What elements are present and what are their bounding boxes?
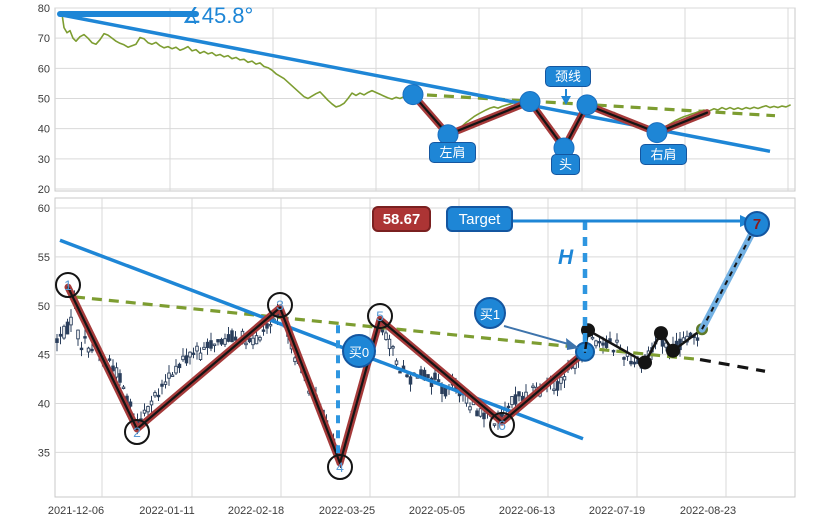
svg-text:80: 80 [38, 3, 50, 15]
buy1-arrow [503, 325, 573, 346]
svg-text:60: 60 [38, 63, 50, 75]
neckline-dash [409, 92, 776, 118]
svg-text:2022-07-19: 2022-07-19 [589, 505, 645, 517]
buy1-badge[interactable]: 买1 [474, 297, 506, 329]
pivot-marker [576, 94, 598, 116]
svg-text:50: 50 [38, 301, 50, 313]
svg-text:30: 30 [38, 154, 50, 166]
wave-number-5: 5 [367, 303, 393, 329]
svg-text:50: 50 [38, 94, 50, 106]
wave-number-3: 3 [267, 292, 293, 318]
pivot-marker [646, 122, 668, 144]
height-label: H [558, 246, 574, 269]
svg-text:40: 40 [38, 124, 50, 136]
wave-number-1: 1 [55, 272, 81, 298]
price-line [61, 13, 791, 149]
pivot-marker [519, 91, 541, 113]
svg-text:55: 55 [38, 252, 50, 264]
angle-label: ∡45.8° [182, 3, 254, 28]
svg-text:70: 70 [38, 33, 50, 45]
svg-text:2022-01-11: 2022-01-11 [139, 505, 194, 517]
svg-text:45: 45 [38, 350, 50, 362]
svg-text:2022-03-25: 2022-03-25 [319, 505, 375, 517]
head-label[interactable]: 头 [551, 154, 580, 175]
top-panel [57, 11, 791, 159]
svg-text:2022-05-05: 2022-05-05 [409, 505, 465, 517]
target-value-badge[interactable]: 58.67 [372, 206, 431, 232]
neckline-label[interactable]: 颈线 [545, 66, 591, 87]
svg-text:60: 60 [38, 203, 50, 215]
svg-text:20: 20 [38, 184, 50, 196]
down-trendline-bottom[interactable] [59, 238, 584, 441]
svg-text:40: 40 [38, 399, 50, 411]
target-projection-line [698, 220, 761, 333]
left-shoulder-label[interactable]: 左肩 [429, 142, 476, 163]
wave-number-6: 6 [489, 412, 515, 438]
wave-number-7: 7 [744, 211, 770, 237]
svg-text:2022-08-23: 2022-08-23 [680, 505, 736, 517]
pivot-dot [666, 343, 680, 358]
wave-number-4: 4 [327, 454, 353, 480]
right-shoulder-label[interactable]: 右肩 [640, 144, 687, 165]
bottom-panel-overlays [59, 215, 766, 467]
projection-dash [699, 357, 766, 373]
svg-text:2022-02-18: 2022-02-18 [228, 505, 284, 517]
target-badge[interactable]: Target [446, 206, 513, 232]
svg-text:2021-12-06: 2021-12-06 [48, 505, 104, 517]
pivot-dot [638, 355, 652, 370]
svg-text:2022-06-13: 2022-06-13 [499, 505, 555, 517]
pivot-dot [654, 326, 668, 341]
wave-number-2: 2 [124, 419, 150, 445]
svg-text:35: 35 [38, 447, 50, 459]
buy0-badge[interactable]: 买0 [342, 334, 376, 368]
pivot-marker [402, 84, 424, 106]
